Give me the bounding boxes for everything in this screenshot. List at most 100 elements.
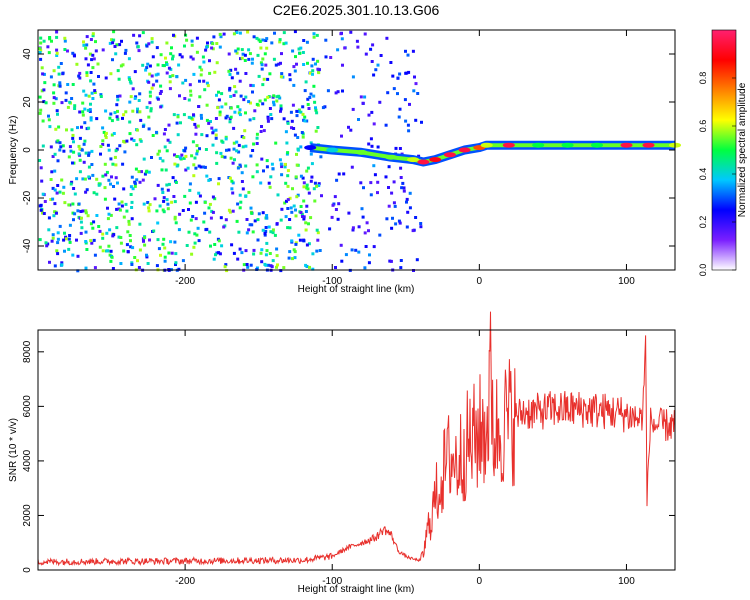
spectrogram-cell: [266, 77, 270, 81]
spectrogram-cell: [103, 186, 107, 190]
spectrogram-cell: [292, 65, 296, 69]
spectrogram-cell: [195, 233, 199, 237]
spectrogram-cell: [142, 239, 145, 243]
spectrogram-cell: [357, 225, 361, 229]
spectrogram-cell: [38, 51, 42, 54]
spectrogram-cell: [178, 156, 182, 160]
spectrogram-cell: [230, 243, 234, 247]
spectrogram-cell: [243, 129, 247, 133]
spectrogram-cell: [264, 63, 268, 67]
spectrogram-cell: [189, 55, 193, 59]
spectrogram-cell: [156, 221, 160, 225]
spectrogram-cell: [68, 223, 72, 227]
spectrogram-cell: [270, 41, 274, 45]
spectrogram-cell: [125, 243, 129, 247]
spectrogram-cell: [261, 211, 265, 215]
spectrogram-cell: [315, 184, 319, 188]
spectrogram-cell: [119, 64, 123, 68]
spectrogram-cell: [384, 123, 388, 127]
spectrogram-cell: [65, 128, 68, 132]
spectrogram-cell: [38, 238, 42, 242]
spectrogram-cell: [303, 115, 307, 119]
spectrogram-cell: [195, 144, 199, 148]
spectrogram-cell: [124, 202, 128, 206]
spectrogram-cell: [236, 105, 240, 109]
spectrogram-cell: [239, 94, 243, 98]
spectrogram-cell: [72, 140, 75, 144]
spectrogram-cell: [108, 116, 112, 120]
spectrogram-cell: [158, 204, 162, 208]
signal-track-point: [355, 149, 368, 155]
spectrogram-cell: [259, 251, 263, 255]
spectrogram-cell: [61, 191, 65, 195]
spectrogram-cell: [126, 230, 130, 234]
spectrogram-cell: [60, 101, 64, 105]
spectrogram-cell: [58, 224, 62, 228]
spectrogram-cell: [188, 201, 192, 205]
spectrogram-cell: [280, 52, 283, 56]
spectrogram-cell: [56, 241, 60, 245]
snr-y-axis: 0 2000 4000 6000 8000: [22, 340, 675, 573]
colorbar-tick-label: 0.2: [698, 216, 708, 229]
spectrogram-cell: [198, 194, 202, 198]
spectrogram-cell: [305, 119, 309, 123]
spectrogram-cell: [47, 216, 51, 220]
spectrogram-cell: [246, 30, 250, 34]
spectrogram-cell: [306, 103, 310, 106]
spectrogram-cell: [369, 137, 373, 141]
spectrogram-cell: [134, 95, 138, 99]
spectrogram-cell: [97, 75, 100, 78]
spectrogram-cell: [207, 206, 211, 210]
snr-background: [38, 330, 675, 570]
spectrogram-cell: [103, 197, 107, 201]
spectrogram-cell: [84, 190, 88, 194]
spectrogram-cell: [94, 40, 97, 44]
spectrogram-y-tick-label: -20: [22, 190, 33, 205]
spectrogram-cell: [357, 118, 360, 121]
spectrogram-cell: [233, 85, 237, 89]
spectrogram-cell: [122, 249, 126, 253]
spectrogram-cell: [178, 53, 182, 57]
spectrogram-cell: [303, 119, 307, 123]
spectrogram-cell: [197, 239, 201, 243]
spectrogram-cell: [46, 45, 50, 49]
spectrogram-cell: [38, 95, 42, 99]
spectrogram-cell: [111, 58, 114, 62]
spectrogram-cell: [128, 77, 132, 81]
spectrogram-cell: [101, 249, 105, 253]
spectrogram-cell: [309, 216, 313, 220]
signal-track-point: [642, 142, 655, 148]
spectrogram-cell: [138, 110, 142, 114]
spectrogram-cell: [233, 110, 237, 114]
spectrogram-cell: [134, 167, 138, 171]
spectrogram-cell: [286, 207, 290, 210]
spectrogram-cell: [277, 62, 281, 66]
spectrogram-cell: [178, 212, 182, 216]
spectrogram-cell: [146, 262, 150, 265]
spectrogram-cell: [349, 128, 353, 132]
spectrogram-cell: [93, 89, 97, 93]
spectrogram-cell: [184, 154, 188, 158]
spectrogram-cell: [350, 248, 354, 252]
spectrogram-cell: [81, 113, 85, 117]
spectrogram-cell: [83, 107, 87, 111]
spectrogram-cell: [68, 145, 72, 149]
spectrogram-cell: [372, 245, 376, 249]
spectrogram-cell: [39, 48, 43, 52]
spectrogram-cell: [81, 110, 85, 114]
spectrogram-cell: [261, 228, 265, 232]
spectrogram-cell: [170, 46, 173, 50]
spectrogram-cell: [113, 197, 117, 201]
spectrogram-cell: [205, 103, 209, 107]
spectrogram-cell: [337, 172, 341, 176]
spectrogram-cell: [290, 239, 294, 243]
spectrogram-cell: [225, 148, 228, 152]
spectrogram-cell: [198, 79, 201, 83]
spectrogram-cell: [167, 182, 171, 186]
spectrogram-cell: [367, 261, 371, 265]
spectrogram-cell: [86, 214, 90, 218]
spectrogram-cell: [263, 52, 267, 56]
spectrogram-cell: [58, 148, 62, 152]
spectrogram-cell: [295, 152, 298, 156]
spectrogram-cell: [111, 267, 115, 270]
